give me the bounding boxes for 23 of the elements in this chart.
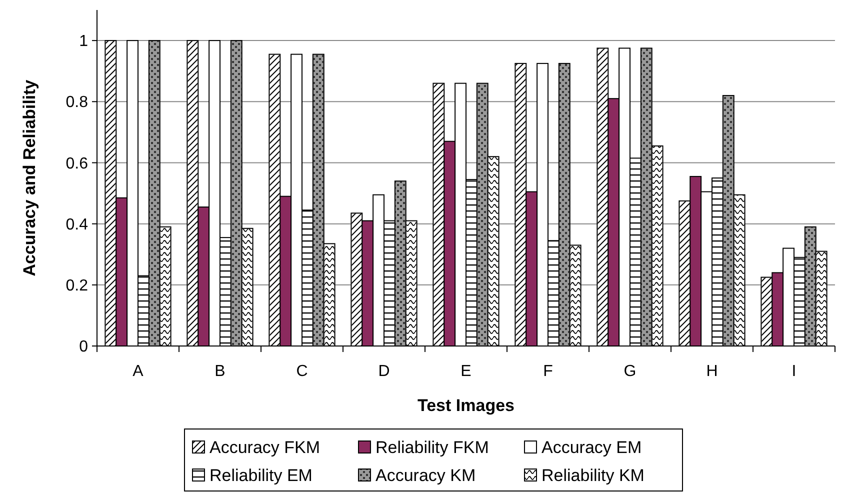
y-axis-title: Accuracy and Reliability — [20, 79, 39, 276]
x-tick-label: D — [378, 363, 390, 380]
x-axis-title: Test Images — [417, 396, 515, 415]
y-tick-label: 1 — [79, 33, 88, 50]
legend-label: Reliability FKM — [376, 438, 489, 457]
legend-label: Accuracy FKM — [210, 438, 320, 457]
x-tick-label: G — [624, 363, 636, 380]
x-tick-label: F — [543, 363, 554, 380]
x-tick-label: A — [132, 363, 144, 380]
y-tick-label: 0 — [79, 338, 88, 356]
legend-label: Accuracy KM — [376, 466, 476, 485]
y-tick-label: 0.6 — [66, 155, 88, 172]
y-tick-label: 0.8 — [66, 94, 88, 112]
y-tick-label: 0.4 — [66, 216, 88, 234]
x-tick-label: I — [792, 363, 796, 380]
x-tick-label: C — [296, 363, 308, 380]
legend-label: Reliability KM — [542, 466, 644, 485]
x-tick-label: H — [706, 363, 718, 380]
legend-label: Reliability EM — [210, 466, 312, 485]
legend-label: Accuracy EM — [542, 438, 642, 457]
y-tick-label: 0.2 — [66, 278, 88, 295]
x-tick-label: E — [460, 363, 472, 380]
x-tick-label: B — [214, 363, 226, 380]
